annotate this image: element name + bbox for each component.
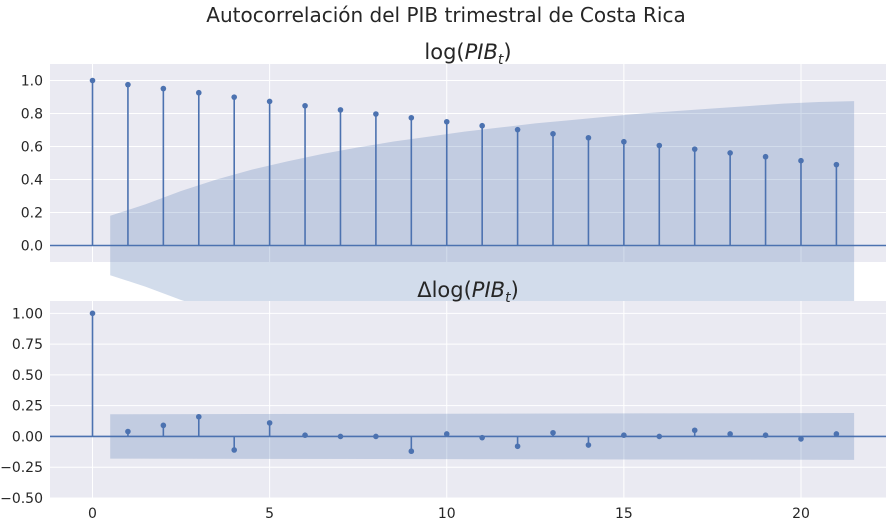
acf-marker [798, 157, 804, 164]
acf-marker [656, 433, 663, 440]
acf-marker [833, 431, 840, 437]
acf-marker [231, 447, 238, 453]
acf-marker [656, 142, 663, 149]
acf-marker [125, 81, 131, 88]
x-tick-label: 15 [615, 506, 633, 522]
y-tick-label: 0.8 [21, 107, 43, 123]
y-tick-label: 0.25 [12, 399, 43, 415]
acf-marker [727, 150, 733, 156]
acf-marker [833, 161, 840, 168]
y-tick-label: 0.6 [21, 140, 43, 156]
plot-area [50, 301, 886, 498]
acf-marker [479, 122, 485, 129]
acf-marker [585, 134, 592, 141]
y-tick-label: 1.0 [21, 74, 43, 90]
acf-marker [585, 442, 592, 448]
figure-suptitle: Autocorrelación del PIB trimestral de Co… [206, 3, 685, 27]
acf-marker [479, 434, 485, 441]
acf-marker [443, 431, 450, 437]
y-tick-label: 0.50 [12, 368, 43, 384]
acf-marker [762, 432, 769, 439]
acf-marker [691, 146, 698, 152]
acf-marker [514, 126, 521, 133]
panel-diff-log-pib: −0.50 −0.25 0.00 0.25 0.50 0.75 1.00 0 5 10 15 20 Δl… [0, 278, 886, 522]
y-tick-label: 0.00 [12, 429, 43, 445]
acf-marker [302, 432, 308, 439]
acf-marker [443, 118, 450, 125]
acf-marker [195, 413, 202, 420]
x-tick-label: 5 [265, 506, 274, 522]
acf-marker [373, 433, 379, 440]
acf-marker [266, 420, 273, 426]
acf-marker [125, 428, 131, 435]
panel-title: log(PIBt) [424, 40, 511, 68]
acf-marker [514, 443, 521, 450]
acf-marker [727, 431, 733, 437]
acf-marker [621, 138, 627, 145]
acf-marker [160, 422, 167, 429]
acf-marker [373, 111, 379, 117]
acf-marker [550, 130, 556, 137]
acf-marker [302, 102, 308, 109]
acf-marker [762, 153, 769, 160]
x-tick-label: 20 [792, 506, 810, 522]
x-tick-label: 0 [88, 506, 97, 522]
acf-marker [89, 77, 96, 84]
acf-marker [266, 98, 273, 105]
y-tick-label: 0.2 [21, 206, 43, 222]
y-tick-label: −0.25 [0, 460, 43, 476]
acf-marker [621, 432, 627, 439]
acf-marker [408, 114, 415, 121]
acf-marker [337, 433, 344, 440]
y-tick-label: 0.0 [21, 239, 43, 255]
y-tick-label: −0.50 [0, 491, 43, 507]
y-tick-label: 0.4 [21, 173, 43, 189]
acf-marker [337, 107, 344, 113]
acf-marker [89, 310, 96, 317]
acf-marker [231, 94, 238, 100]
panel-title: Δlog(PIBt) [417, 278, 519, 306]
y-tick-label: 1.00 [12, 306, 43, 322]
acf-marker [195, 89, 202, 96]
acf-marker [408, 448, 415, 455]
acf-marker [550, 429, 556, 436]
acf-marker [798, 436, 804, 442]
plot-area [50, 64, 886, 262]
acf-marker [160, 85, 167, 92]
acf-marker [691, 427, 698, 434]
x-tick-label: 10 [438, 506, 456, 522]
y-tick-label: 0.75 [12, 337, 43, 353]
